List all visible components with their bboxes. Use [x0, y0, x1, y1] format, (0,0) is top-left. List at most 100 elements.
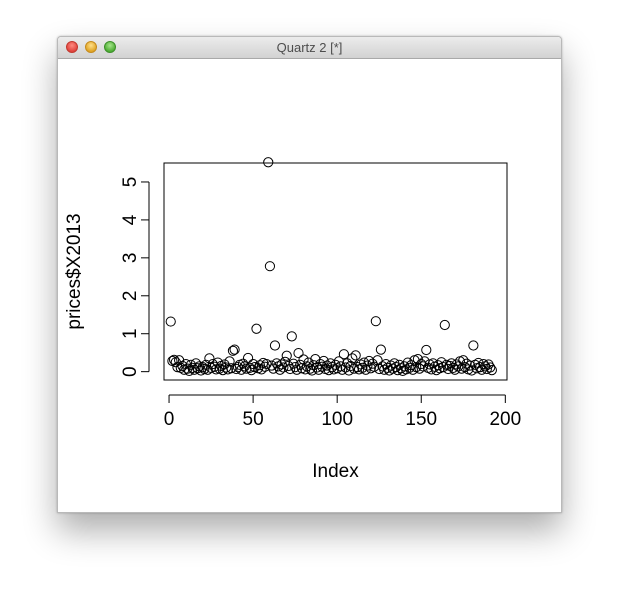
data-point: [485, 362, 496, 373]
y-tick-label: 4: [120, 214, 141, 225]
data-point: [264, 261, 276, 272]
data-point: [246, 365, 257, 376]
data-point: [182, 363, 193, 374]
data-point: [395, 363, 407, 374]
y-tick-label: 0: [120, 366, 141, 377]
data-point: [278, 362, 289, 373]
data-point: [305, 363, 316, 374]
data-point: [384, 365, 395, 376]
data-point: [338, 349, 350, 360]
data-point: [197, 362, 208, 373]
minimize-window-button[interactable]: [85, 41, 97, 53]
data-point: [306, 365, 318, 376]
data-point: [419, 356, 430, 367]
data-point: [170, 357, 181, 368]
data-point: [432, 360, 444, 371]
x-tick-label: 200: [489, 409, 521, 430]
data-point: [431, 365, 442, 376]
data-point: [483, 359, 494, 370]
data-point: [313, 364, 324, 375]
data-point: [466, 365, 477, 376]
data-point: [347, 353, 358, 364]
data-point: [286, 331, 297, 342]
data-point: [217, 365, 228, 376]
data-point: [370, 316, 381, 327]
data-point: [358, 357, 370, 368]
x-axis-label: Index: [312, 461, 359, 482]
title-bar[interactable]: Quartz 2 [*]: [58, 37, 561, 59]
data-point: [448, 362, 459, 373]
data-point: [345, 360, 356, 372]
data-point: [357, 362, 368, 373]
data-point: [269, 340, 281, 351]
data-point: [436, 357, 447, 368]
close-window-button[interactable]: [66, 41, 78, 53]
data-point: [276, 359, 287, 370]
x-tick-label: 50: [243, 409, 264, 430]
data-point: [211, 364, 222, 375]
data-point: [226, 363, 237, 374]
data-point: [444, 360, 455, 372]
y-tick-label: 3: [120, 253, 141, 264]
plot-frame: [163, 162, 508, 381]
y-tick-label: 2: [120, 290, 141, 301]
data-point: [375, 344, 386, 355]
data-point: [364, 355, 375, 367]
x-tick-label: 150: [405, 409, 437, 430]
data-point: [367, 358, 378, 369]
data-point: [332, 363, 343, 374]
data-point: [204, 353, 215, 364]
data-point: [283, 360, 294, 372]
y-tick-label: 5: [120, 177, 141, 188]
data-point: [374, 363, 385, 375]
data-point: [285, 363, 296, 375]
zoom-window-button[interactable]: [104, 41, 116, 53]
data-point: [212, 357, 223, 368]
data-point: [281, 350, 292, 361]
data-point: [323, 365, 334, 376]
data-point: [446, 358, 457, 369]
data-point: [290, 362, 301, 373]
data-point: [168, 354, 180, 365]
data-point: [227, 345, 239, 356]
data-point: [438, 362, 449, 373]
data-point: [244, 362, 255, 373]
data-point: [224, 356, 235, 367]
data-point: [369, 361, 380, 372]
data-point: [298, 354, 309, 365]
x-tick-label: 100: [321, 409, 353, 430]
data-point: [458, 355, 469, 366]
data-point: [439, 319, 450, 331]
data-point: [293, 347, 304, 359]
data-point: [259, 361, 270, 372]
x-axis: 0 50 100 150 200: [164, 394, 521, 430]
y-tick-label: 1: [120, 328, 141, 339]
quartz-window: Quartz 2 [*] 0 50 100 150 200 0 1 2 3 4 5 Index p…: [57, 36, 562, 513]
data-point: [337, 364, 348, 375]
data-point: [399, 361, 410, 372]
data-point: [200, 359, 212, 370]
data-point: [202, 364, 213, 375]
data-point: [300, 364, 311, 375]
y-axis-label: prices$X2013: [64, 213, 85, 329]
data-point: [232, 362, 244, 373]
data-point: [449, 364, 460, 375]
data-point: [343, 365, 355, 376]
x-tick-label: 0: [164, 409, 175, 430]
data-point: [404, 362, 415, 373]
data-point: [229, 344, 240, 355]
scatter-plot: 0 50 100 150 200 0 1 2 3 4 5 Index prices$X2013: [64, 157, 521, 482]
data-point: [274, 364, 286, 375]
data-point: [221, 362, 232, 373]
data-point: [468, 340, 479, 351]
data-point: [251, 323, 262, 334]
data-point: [263, 157, 274, 168]
data-point: [311, 362, 323, 373]
data-point: [402, 357, 413, 368]
data-point: [350, 350, 361, 361]
data-point: [266, 360, 277, 371]
data-point: [165, 316, 176, 327]
data-point: [268, 363, 279, 374]
data-point: [316, 361, 328, 372]
data-point: [242, 352, 254, 364]
